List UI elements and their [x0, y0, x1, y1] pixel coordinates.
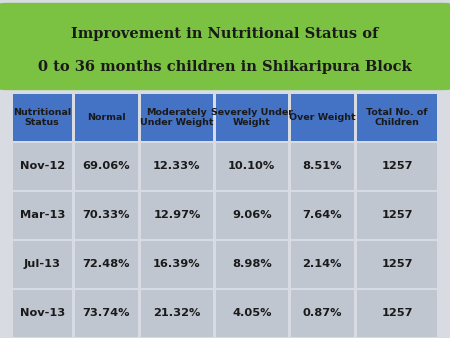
Text: 12.97%: 12.97% [153, 211, 201, 220]
FancyBboxPatch shape [13, 290, 72, 337]
Text: Normal: Normal [87, 113, 126, 122]
FancyBboxPatch shape [75, 143, 138, 190]
Text: 8.98%: 8.98% [232, 260, 272, 269]
FancyBboxPatch shape [357, 192, 437, 239]
Text: Nov-13: Nov-13 [20, 309, 65, 318]
FancyBboxPatch shape [216, 192, 288, 239]
Text: 4.05%: 4.05% [232, 309, 271, 318]
FancyBboxPatch shape [216, 290, 288, 337]
Text: Severely Under
Weight: Severely Under Weight [211, 108, 292, 127]
FancyBboxPatch shape [291, 192, 354, 239]
Text: Jul-13: Jul-13 [24, 260, 61, 269]
Text: 1257: 1257 [381, 162, 413, 171]
FancyBboxPatch shape [216, 94, 288, 141]
Text: 0 to 36 months children in Shikaripura Block: 0 to 36 months children in Shikaripura B… [38, 60, 412, 74]
FancyBboxPatch shape [141, 241, 213, 288]
Text: 10.10%: 10.10% [228, 162, 275, 171]
FancyBboxPatch shape [141, 94, 213, 141]
FancyBboxPatch shape [13, 143, 72, 190]
FancyBboxPatch shape [13, 241, 72, 288]
Text: 21.32%: 21.32% [153, 309, 201, 318]
Text: 2.14%: 2.14% [302, 260, 342, 269]
Text: 72.48%: 72.48% [83, 260, 130, 269]
FancyBboxPatch shape [357, 143, 437, 190]
Text: 7.64%: 7.64% [302, 211, 342, 220]
Text: 1257: 1257 [381, 211, 413, 220]
FancyBboxPatch shape [357, 94, 437, 141]
FancyBboxPatch shape [216, 241, 288, 288]
Text: 9.06%: 9.06% [232, 211, 271, 220]
Text: Improvement in Nutritional Status of: Improvement in Nutritional Status of [71, 27, 379, 41]
Text: 1257: 1257 [381, 260, 413, 269]
FancyBboxPatch shape [141, 290, 213, 337]
FancyBboxPatch shape [141, 192, 213, 239]
Text: 12.33%: 12.33% [153, 162, 201, 171]
FancyBboxPatch shape [75, 290, 138, 337]
Text: Over Weight: Over Weight [289, 113, 356, 122]
FancyBboxPatch shape [141, 143, 213, 190]
Text: 69.06%: 69.06% [82, 162, 130, 171]
FancyBboxPatch shape [291, 94, 354, 141]
Text: 1257: 1257 [381, 309, 413, 318]
FancyBboxPatch shape [75, 241, 138, 288]
FancyBboxPatch shape [216, 143, 288, 190]
FancyBboxPatch shape [291, 290, 354, 337]
Text: Total No. of
Children: Total No. of Children [366, 108, 428, 127]
Text: 70.33%: 70.33% [83, 211, 130, 220]
FancyBboxPatch shape [75, 94, 138, 141]
Text: Nutritional
Status: Nutritional Status [13, 108, 71, 127]
Text: Moderately
Under Weight: Moderately Under Weight [140, 108, 214, 127]
Text: Mar-13: Mar-13 [19, 211, 65, 220]
FancyBboxPatch shape [357, 290, 437, 337]
FancyBboxPatch shape [13, 94, 72, 141]
FancyBboxPatch shape [75, 192, 138, 239]
Text: 16.39%: 16.39% [153, 260, 201, 269]
FancyBboxPatch shape [13, 192, 72, 239]
FancyBboxPatch shape [357, 241, 437, 288]
FancyBboxPatch shape [291, 143, 354, 190]
FancyBboxPatch shape [291, 241, 354, 288]
Text: Nov-12: Nov-12 [20, 162, 65, 171]
FancyBboxPatch shape [0, 3, 450, 90]
Text: 8.51%: 8.51% [302, 162, 342, 171]
Text: 0.87%: 0.87% [302, 309, 342, 318]
Text: 73.74%: 73.74% [83, 309, 130, 318]
